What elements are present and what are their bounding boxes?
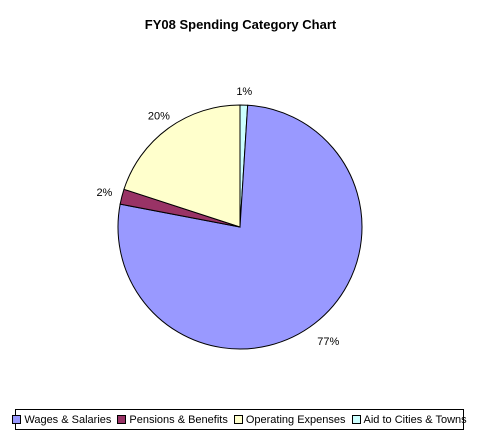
pie-slice-operating bbox=[123, 104, 241, 228]
legend-label-pensions: Pensions & Benefits bbox=[129, 413, 228, 426]
pie-label-wages: 77% bbox=[317, 336, 339, 348]
legend-swatch-pensions bbox=[117, 415, 127, 424]
pie-label-operating: 20% bbox=[148, 110, 170, 122]
legend-swatch-aid bbox=[351, 415, 361, 424]
pie-label-aid: 1% bbox=[236, 86, 252, 98]
legend-item-aid: Aid to Cities & Towns bbox=[351, 413, 467, 426]
legend-label-aid: Aid to Cities & Towns bbox=[363, 413, 467, 426]
legend-item-wages: Wages & Salaries bbox=[12, 414, 111, 426]
legend-item-pensions: Pensions & Benefits bbox=[117, 413, 228, 426]
legend-item-operating: Operating Expenses bbox=[233, 413, 346, 426]
legend-swatch-wages bbox=[12, 415, 22, 424]
legend-label-wages: Wages & Salaries bbox=[24, 413, 112, 426]
legend-swatch-operating bbox=[233, 415, 243, 424]
legend-label-operating: Operating Expenses bbox=[245, 413, 346, 426]
pie-label-pensions: 2% bbox=[96, 187, 112, 199]
chart-title: FY08 Spending Category Chart bbox=[144, 17, 337, 32]
legend: Wages & Salaries Pensions & Benefits Ope… bbox=[12, 409, 467, 430]
